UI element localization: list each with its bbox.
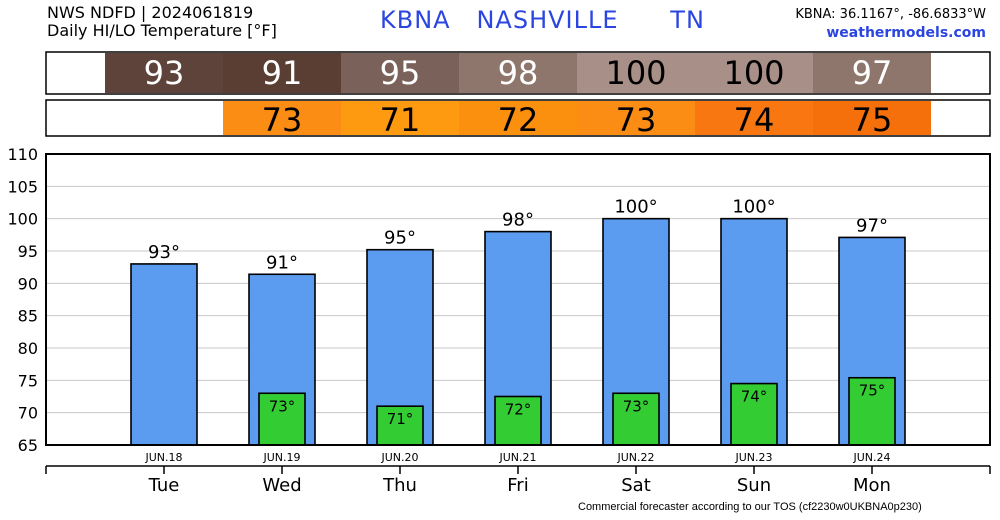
lo-bar-label: 73° <box>623 397 650 415</box>
y-tick-label: 70 <box>18 404 38 423</box>
hi-strip-value: 95 <box>380 54 421 92</box>
hi-strip-value: 97 <box>852 54 893 92</box>
y-tick-label: 110 <box>7 145 38 164</box>
hi-strip-cell <box>341 53 459 93</box>
hi-strip-cell <box>695 53 813 93</box>
date-label: JUN.23 <box>734 451 772 464</box>
station-coords: KBNA: 36.1167°, -86.6833°W <box>795 7 986 22</box>
lo-strip-value: 71 <box>380 101 421 139</box>
lo-bar-label: 74° <box>741 388 768 406</box>
lo-bar <box>258 392 306 446</box>
y-tick-label: 95 <box>18 242 38 261</box>
y-tick-label: 105 <box>7 177 38 196</box>
hi-bar <box>130 263 198 446</box>
date-label: JUN.20 <box>380 451 418 464</box>
date-label: JUN.18 <box>144 451 182 464</box>
y-tick-label: 90 <box>18 274 38 293</box>
station-title: KBNA NASHVILLE TN <box>380 6 705 34</box>
hi-strip-value: 91 <box>262 54 303 92</box>
hi-bar-label: 93° <box>148 242 180 263</box>
day-label: Mon <box>853 475 891 496</box>
hi-strip-cell <box>577 53 695 93</box>
date-label: JUN.19 <box>262 451 300 464</box>
lo-strip-value: 75 <box>852 101 893 139</box>
lo-strip-value: 72 <box>498 101 539 139</box>
lo-strip-cell <box>695 101 813 135</box>
hi-strip-cell <box>223 53 341 93</box>
lo-bar <box>494 395 542 446</box>
lo-strip-cell <box>577 101 695 135</box>
lo-bar <box>612 392 660 446</box>
hi-strip-value: 98 <box>498 54 539 92</box>
lo-bar-label: 73° <box>269 397 296 415</box>
y-tick-label: 75 <box>18 371 38 390</box>
hi-bar-label: 91° <box>266 252 298 273</box>
hi-bar-label: 97° <box>856 215 888 236</box>
plot-frame <box>45 153 991 446</box>
y-tick-label: 65 <box>18 436 38 455</box>
chart-header-left: NWS NDFD | 2024061819 Daily HI/LO Temper… <box>47 4 277 40</box>
hi-bar-label: 100° <box>614 197 657 218</box>
lo-strip-cell <box>813 101 931 135</box>
day-label: Thu <box>382 475 417 496</box>
hi-strip-value: 100 <box>605 54 666 92</box>
day-label: Wed <box>262 475 301 496</box>
hi-strip-cell <box>459 53 577 93</box>
day-label: Sun <box>737 475 771 496</box>
lo-strip-cell <box>459 101 577 135</box>
date-label: JUN.21 <box>498 451 536 464</box>
hi-strip-value: 93 <box>144 54 185 92</box>
lo-bar-label: 72° <box>505 401 532 419</box>
lo-bar <box>730 382 778 446</box>
day-label: Tue <box>148 475 180 496</box>
footer-note: Commercial forecaster according to our T… <box>578 501 922 513</box>
lo-bar-label: 75° <box>859 382 886 400</box>
hi-strip-value: 100 <box>723 54 784 92</box>
hi-strip-cell <box>813 53 931 93</box>
hi-bar-label: 100° <box>732 197 775 218</box>
lo-strip-cell <box>223 101 341 135</box>
day-label: Sat <box>621 475 651 496</box>
y-tick-label: 100 <box>7 210 38 229</box>
chart-title: Daily HI/LO Temperature [°F] <box>47 21 277 40</box>
lo-strip-cell <box>341 101 459 135</box>
lo-strip-value: 74 <box>734 101 775 139</box>
y-tick-label: 85 <box>18 307 38 326</box>
lo-bar <box>376 405 424 446</box>
site-link[interactable]: weathermodels.com <box>826 25 986 41</box>
date-label: JUN.22 <box>616 451 654 464</box>
day-label: Fri <box>507 475 528 496</box>
lo-strip-value: 73 <box>616 101 657 139</box>
date-label: JUN.24 <box>852 451 890 464</box>
hi-bar-label: 95° <box>384 228 416 249</box>
y-tick-label: 80 <box>18 339 38 358</box>
model-run-label: NWS NDFD | 2024061819 <box>47 3 254 22</box>
hi-strip-cell <box>105 53 223 93</box>
lo-strip-value: 73 <box>262 101 303 139</box>
lo-bar-label: 71° <box>387 410 414 428</box>
chart-header-right: KBNA: 36.1167°, -86.6833°W weathermodels… <box>795 6 986 42</box>
hi-bar-label: 98° <box>502 210 534 231</box>
